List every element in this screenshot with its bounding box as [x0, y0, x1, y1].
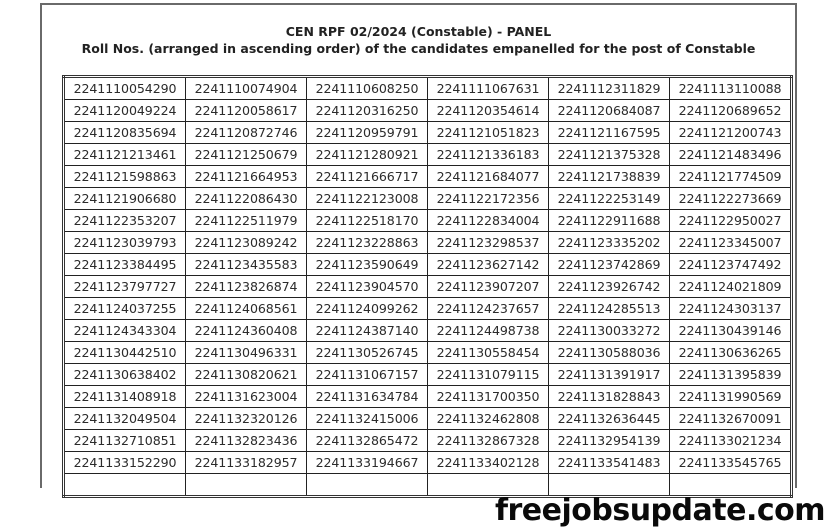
roll-number-cell: 2241131634784: [306, 385, 428, 408]
roll-number-cell: 2241113110088: [669, 76, 792, 100]
roll-number-cell: 2241132710851: [63, 429, 186, 452]
roll-number-cell: 2241122172356: [427, 187, 549, 210]
roll-number-cell: 2241124303137: [669, 297, 792, 320]
roll-number-cell: 2241120058617: [185, 99, 307, 122]
roll-number-cell: 2241123926742: [548, 275, 670, 298]
table-row: 2241110054290 2241110074904 2241110608250 2…: [63, 76, 792, 100]
document-subtitle: Roll Nos. (arranged in ascending order) …: [81, 41, 756, 56]
roll-number-cell: 2241123590649: [306, 253, 428, 276]
roll-number-cell: 2241122950027: [669, 209, 792, 232]
roll-number-cell: 2241123627142: [427, 253, 549, 276]
roll-number-cell: 2241121213461: [63, 143, 186, 166]
roll-number-cell: 2241111067631: [427, 76, 549, 100]
table-row: 2241133152290 2241133182957 2241133194667 2…: [63, 451, 792, 474]
table-row: 2241120835694 2241120872746 2241120959791 2…: [63, 121, 792, 144]
roll-number-cell: 2241132865472: [306, 429, 428, 452]
roll-number-cell: 2241123384495: [63, 253, 186, 276]
roll-number-cell: 2241123826874: [185, 275, 307, 298]
roll-number-cell: 2241120835694: [63, 121, 186, 144]
table-row: 2241124343304 2241124360408 2241124387140 2…: [63, 319, 792, 342]
roll-number-cell: 2241132823436: [185, 429, 307, 452]
roll-number-cell: 2241120316250: [306, 99, 428, 122]
table-row: 2241124037255 2241124068561 2241124099262 2…: [63, 297, 792, 320]
roll-number-cell: 2241120872746: [185, 121, 307, 144]
roll-number-cell: 2241132049504: [63, 407, 186, 430]
roll-number-cell: 2241130496331: [185, 341, 307, 364]
table-row: 2241121213461 2241121250679 2241121280921 2…: [63, 143, 792, 166]
watermark: freejobsupdate.com: [494, 493, 826, 528]
document-page: CEN RPF 02/2024 (Constable) - PANEL Roll…: [40, 3, 797, 498]
table-row: 2241132049504 2241132320126 2241132415006 2…: [63, 407, 792, 430]
roll-number-cell: 2241123335202: [548, 231, 670, 254]
roll-number-cell: 2241130638402: [63, 363, 186, 386]
roll-number-cell: 2241124387140: [306, 319, 428, 342]
roll-numbers-table: 2241110054290 2241110074904 2241110608250 2…: [62, 75, 793, 498]
roll-number-cell: 2241131700350: [427, 385, 549, 408]
roll-number-cell: 2241123228863: [306, 231, 428, 254]
roll-number-cell: 2241124498738: [427, 319, 549, 342]
table-row: 2241132710851 2241132823436 2241132865472 2…: [63, 429, 792, 452]
roll-number-cell: 2241121336183: [427, 143, 549, 166]
roll-number-cell: 2241122518170: [306, 209, 428, 232]
roll-number-cell: 2241122911688: [548, 209, 670, 232]
table-row: 2241130442510 2241130496331 2241130526745 2…: [63, 341, 792, 364]
roll-number-cell: 2241133545765: [669, 451, 792, 474]
roll-number-cell: 2241123904570: [306, 275, 428, 298]
roll-number-cell: 2241110054290: [63, 76, 186, 100]
roll-number-cell: 2241123089242: [185, 231, 307, 254]
document-title: CEN RPF 02/2024 (Constable) - PANEL: [285, 24, 552, 39]
roll-number-cell: 2241110074904: [185, 76, 307, 100]
roll-number-cell: 2241130588036: [548, 341, 670, 364]
roll-number-cell: 2241131408918: [63, 385, 186, 408]
roll-number-cell: 2241123797727: [63, 275, 186, 298]
roll-number-cell: 2241124285513: [548, 297, 670, 320]
roll-number-cell: 2241133194667: [306, 451, 428, 474]
roll-number-cell: 2241132954139: [548, 429, 670, 452]
roll-number-cell: 2241122123008: [306, 187, 428, 210]
roll-number-cell: 2241124068561: [185, 297, 307, 320]
roll-number-cell: 2241133182957: [185, 451, 307, 474]
roll-number-cell: 2241123345007: [669, 231, 792, 254]
roll-number-cell: 2241130820621: [185, 363, 307, 386]
table-row: 2241123797727 2241123826874 2241123904570 2…: [63, 275, 792, 298]
roll-number-cell: 2241130033272: [548, 319, 670, 342]
table-row: 2241131408918 2241131623004 2241131634784 2…: [63, 385, 792, 408]
roll-number-cell: 2241124021809: [669, 275, 792, 298]
roll-number-cell: 2241123747492: [669, 253, 792, 276]
roll-number-cell: 2241131828843: [548, 385, 670, 408]
roll-number-cell: 2241123907207: [427, 275, 549, 298]
roll-number-cell: 2241130636265: [669, 341, 792, 364]
table-row: 2241120049224 2241120058617 2241120316250 2…: [63, 99, 792, 122]
table-row: 2241122353207 2241122511979 2241122518170 2…: [63, 209, 792, 232]
roll-number-cell: 2241120049224: [63, 99, 186, 122]
roll-number-cell: 2241130442510: [63, 341, 186, 364]
roll-number-cell: 2241123298537: [427, 231, 549, 254]
roll-number-cell: 2241120689652: [669, 99, 792, 122]
roll-number-cell: 2241121200743: [669, 121, 792, 144]
table-row: 2241121906680 2241122086430 2241122123008 2…: [63, 187, 792, 210]
table-row: 2241123384495 2241123435583 2241123590649 2…: [63, 253, 792, 276]
roll-number-cell: 2241130526745: [306, 341, 428, 364]
roll-number-cell: 2241121375328: [548, 143, 670, 166]
roll-number-cell: 2241122273669: [669, 187, 792, 210]
roll-number-cell: 2241121906680: [63, 187, 186, 210]
